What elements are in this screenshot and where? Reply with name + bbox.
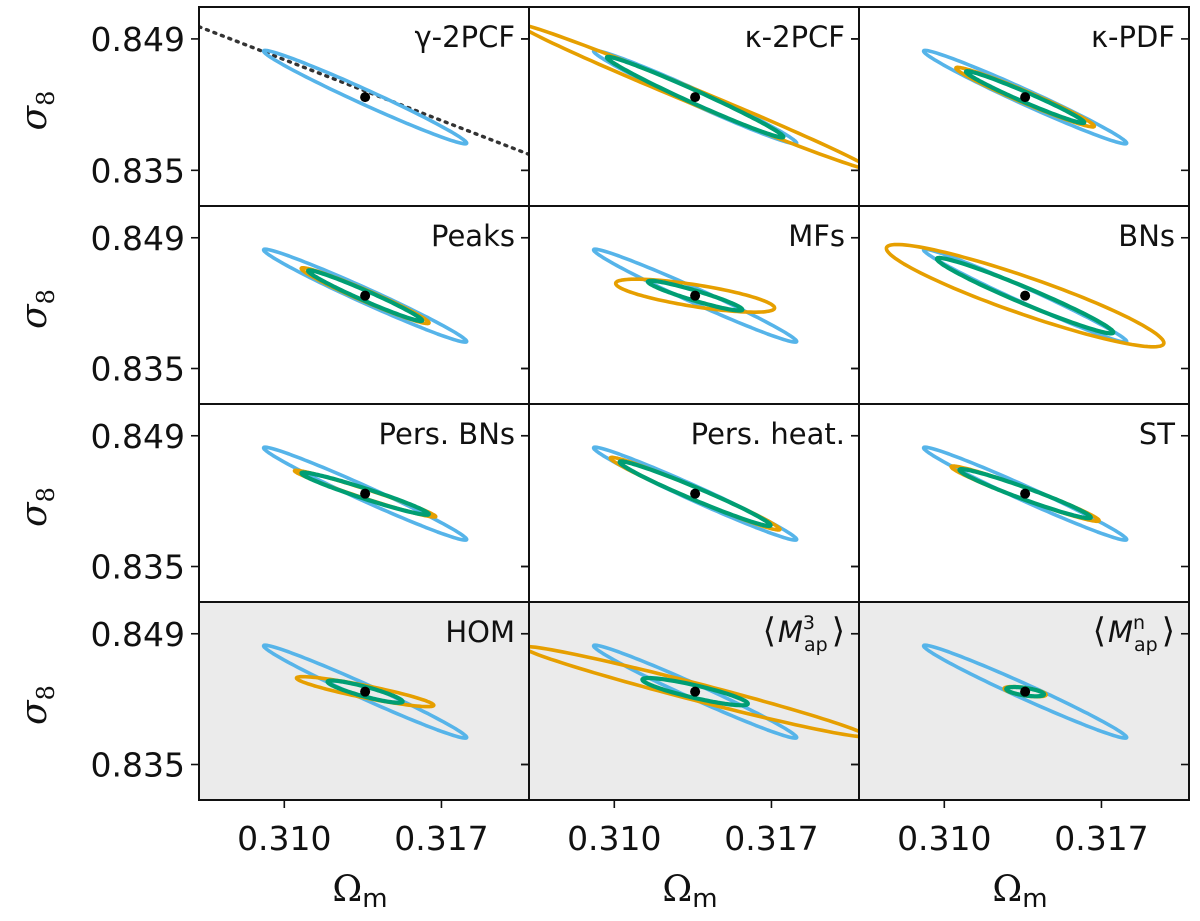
y-tick-label: 0.835 (91, 746, 185, 785)
combined-contour (299, 470, 431, 517)
reference-contour (261, 643, 469, 740)
x-tick-label: 0.310 (237, 819, 331, 858)
panel-label: ⟨Mn ap ⟩ (1093, 611, 1175, 656)
plot-area (529, 643, 859, 740)
plot-area (921, 643, 1129, 740)
combined-contour (640, 675, 750, 708)
plot-area (921, 445, 1129, 542)
panel-1: κ-2PCF (521, 6, 860, 207)
reference-contour (261, 48, 469, 146)
combined-contour (306, 268, 425, 324)
fiducial-point (360, 290, 371, 301)
y-axis-label: σ8 (14, 91, 60, 131)
panel-label: ST (1139, 417, 1175, 451)
panel-3: Peaks 0.849 0.835 σ8 (14, 205, 530, 405)
panel-4: MFs (521, 205, 860, 405)
reference-contour (591, 247, 799, 344)
reference-contour (921, 643, 1129, 740)
plot-area (921, 48, 1129, 146)
y-axis-label: σ8 (14, 487, 60, 527)
panel-label: γ-2PCF (415, 20, 516, 54)
x-axis-label: Ωm (992, 869, 1047, 914)
x-axis-label: Ωm (662, 869, 717, 914)
fiducial-point (690, 488, 701, 499)
y-axis-label: σ8 (14, 685, 60, 725)
plot-area (261, 643, 469, 740)
plot-area (591, 247, 799, 344)
combined-contour (645, 278, 745, 313)
x-tick-label: 0.317 (724, 819, 818, 858)
plot-area (261, 247, 469, 344)
fiducial-point (690, 92, 701, 103)
reference-contour (261, 247, 469, 344)
fiducial-point (360, 686, 371, 697)
reference-contour (591, 643, 799, 740)
x-tick-label: 0.317 (1054, 819, 1148, 858)
y-tick-label: 0.849 (91, 219, 185, 258)
y-axis-label: σ8 (14, 289, 60, 329)
fiducial-point (1020, 686, 1031, 697)
panel-label: Peaks (431, 219, 515, 253)
fiducial-point (360, 92, 371, 103)
y-tick-label: 0.849 (91, 615, 185, 654)
statistic-contour (884, 242, 1166, 349)
fiducial-point (690, 686, 701, 697)
y-tick-label: 0.849 (91, 20, 185, 59)
panel-frame (858, 601, 1190, 801)
x-axis-label: Ωm (332, 869, 387, 914)
combined-contour (325, 678, 405, 705)
y-tick-label: 0.835 (91, 350, 185, 389)
panel-label: MFs (788, 219, 845, 253)
panel-8: ST (851, 403, 1190, 603)
panel-2: κ-PDF (851, 6, 1190, 207)
plot-area (261, 445, 469, 542)
x-tick-label: 0.310 (567, 819, 661, 858)
combined-contour (1004, 684, 1047, 699)
panel-label: ⟨M3 ap ⟩ (763, 611, 845, 656)
panel-label: BNs (1118, 219, 1175, 253)
fiducial-point (1020, 290, 1031, 301)
y-tick-label: 0.849 (91, 417, 185, 456)
panel-label: Pers. BNs (379, 417, 515, 451)
degeneracy-line (199, 25, 529, 157)
y-tick-label: 0.835 (91, 548, 185, 587)
panel-label: HOM (445, 615, 515, 649)
panel-label: κ-2PCF (745, 20, 845, 54)
fiducial-point (690, 290, 701, 301)
fiducial-point (360, 488, 371, 499)
plot-area (591, 445, 799, 542)
panel-0: γ-2PCF 0.849 0.835 σ8 (14, 6, 530, 207)
combined-contour (934, 255, 1116, 336)
statistic-contour (529, 644, 859, 739)
panel-label: Pers. heat. (691, 417, 845, 451)
panel-7: Pers. heat. (521, 403, 860, 603)
plot-area (529, 24, 859, 170)
combined-contour (617, 459, 773, 529)
combined-contour (963, 68, 1087, 126)
combined-contour (957, 467, 1093, 521)
panel-5: BNs (851, 205, 1190, 405)
x-tick-label: 0.310 (897, 819, 991, 858)
plot-area (884, 242, 1166, 349)
y-tick-label: 0.835 (91, 151, 185, 190)
combined-contour (604, 54, 786, 140)
panel-label: κ-PDF (1091, 20, 1175, 54)
panel-6: Pers. BNs 0.849 0.835 σ8 (14, 403, 530, 603)
plot-area (199, 25, 529, 157)
fiducial-point (1020, 488, 1031, 499)
fiducial-point (1020, 92, 1031, 103)
x-tick-label: 0.317 (394, 819, 488, 858)
